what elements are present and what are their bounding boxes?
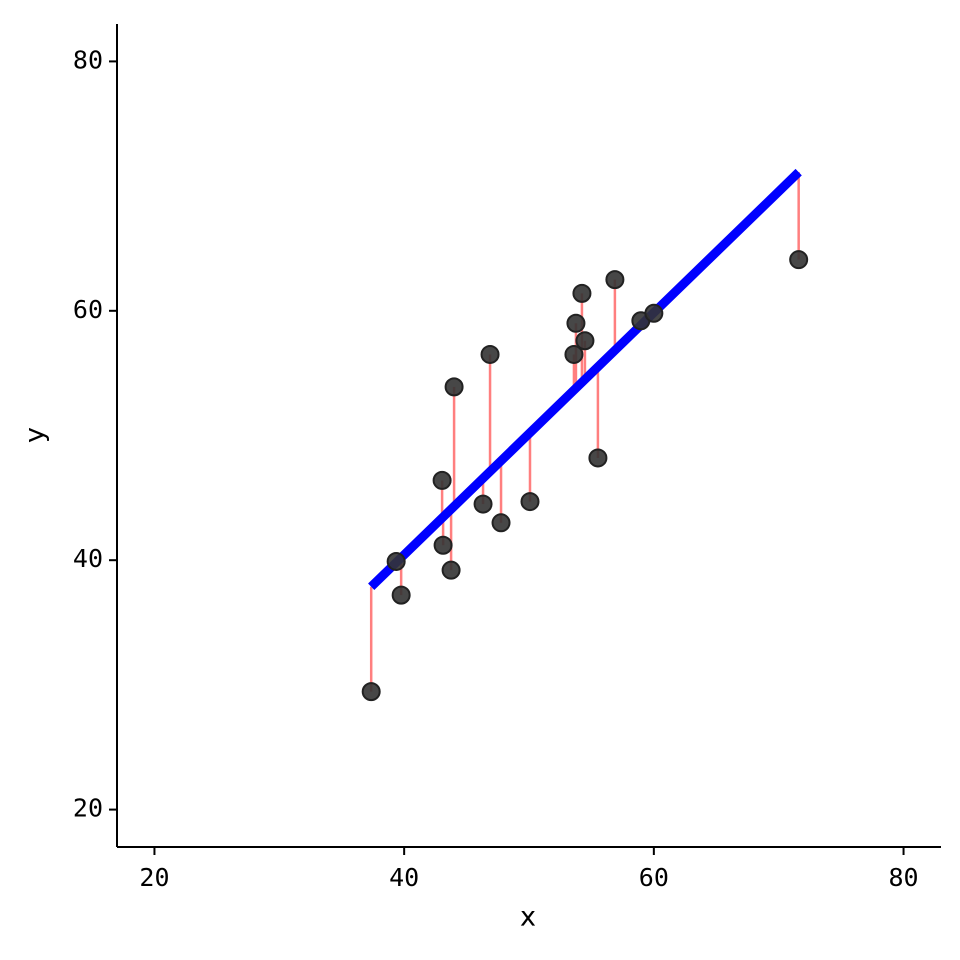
point bbox=[473, 494, 493, 514]
y-tick-label: 20 bbox=[73, 794, 103, 823]
point bbox=[361, 682, 381, 702]
fit-line bbox=[368, 168, 802, 590]
point bbox=[391, 585, 411, 605]
y-tick-label: 80 bbox=[73, 45, 103, 74]
point bbox=[520, 492, 540, 512]
point bbox=[605, 270, 625, 290]
point bbox=[566, 313, 586, 333]
point bbox=[444, 377, 464, 397]
point bbox=[588, 448, 608, 468]
y-axis-title: y bbox=[20, 427, 51, 443]
point bbox=[789, 250, 809, 270]
point bbox=[564, 344, 584, 364]
x-tick-label: 20 bbox=[139, 863, 169, 892]
point bbox=[433, 535, 453, 555]
y-tick-label: 60 bbox=[73, 295, 103, 324]
point bbox=[644, 303, 664, 323]
point bbox=[432, 470, 452, 490]
point bbox=[572, 283, 592, 303]
point bbox=[575, 331, 595, 351]
y-tick-label: 40 bbox=[73, 544, 103, 573]
point bbox=[480, 344, 500, 364]
x-tick-label: 40 bbox=[389, 863, 419, 892]
point bbox=[491, 513, 511, 533]
x-axis-title: x bbox=[520, 902, 536, 933]
point bbox=[441, 560, 461, 580]
x-tick-label: 80 bbox=[888, 863, 918, 892]
point bbox=[386, 551, 406, 571]
x-tick-label: 60 bbox=[639, 863, 669, 892]
